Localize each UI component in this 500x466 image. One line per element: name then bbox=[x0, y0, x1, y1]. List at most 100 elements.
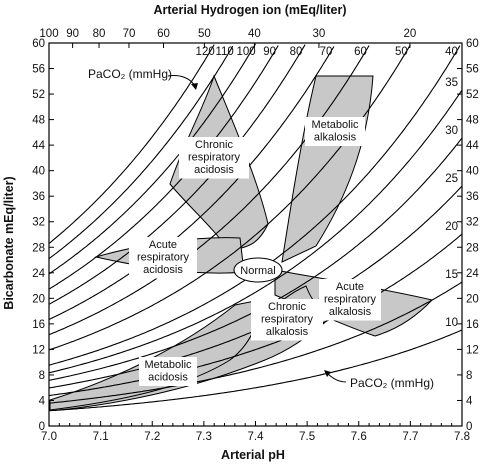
h-tick-label: 80 bbox=[93, 28, 106, 40]
x-tick-label: 7.7 bbox=[402, 431, 418, 443]
y-tick-label: 24 bbox=[32, 268, 45, 280]
region-label-box bbox=[251, 299, 323, 341]
region-label-acute-resp-acidosis: acidosis bbox=[143, 264, 183, 276]
h-tick-label: 70 bbox=[123, 28, 136, 40]
region-label-box bbox=[319, 279, 381, 321]
region-labels: ChronicrespiratoryacidosisMetabolicalkal… bbox=[129, 117, 381, 386]
pco2-isobars bbox=[48, 43, 463, 412]
region-label-chronic-resp-acidosis: acidosis bbox=[194, 164, 234, 176]
y-tick-label: 4 bbox=[39, 395, 46, 407]
y-tick-label-right: 56 bbox=[466, 64, 479, 76]
y-tick-label: 16 bbox=[32, 319, 45, 331]
pco2-top-label: 90 bbox=[263, 46, 276, 58]
isobar-pco2-10 bbox=[48, 329, 463, 412]
y-tick-label: 60 bbox=[32, 38, 45, 50]
x-tick-label: 7.6 bbox=[351, 431, 367, 443]
arrowhead-bottom bbox=[324, 370, 331, 377]
isobar-pco2-35 bbox=[48, 89, 463, 374]
region-label-metabolic-acidosis: acidosis bbox=[148, 372, 188, 384]
pco2-top-label: 100 bbox=[236, 46, 255, 58]
isobar-pco2-20 bbox=[48, 233, 463, 397]
y-tick-label: 0 bbox=[39, 421, 45, 433]
isobar-pco2-15 bbox=[48, 281, 463, 404]
h-tick-label: 100 bbox=[39, 28, 58, 40]
isobar-label-bottom: PaCO₂ (mmHg) bbox=[350, 376, 434, 390]
region-label-chronic-resp-alkalosis: alkalosis bbox=[266, 326, 309, 338]
region-label-box bbox=[305, 117, 365, 146]
y-tick-label-right: 44 bbox=[466, 140, 479, 152]
region-label-acute-resp-acidosis: respiratory bbox=[137, 252, 189, 264]
y-tick-label: 20 bbox=[32, 293, 45, 305]
isobar-pco2-90 bbox=[48, 45, 279, 290]
x-tick-label: 7.0 bbox=[41, 431, 57, 443]
pco2-right-label: 25 bbox=[445, 173, 458, 185]
region-label-normal: Normal bbox=[240, 265, 275, 277]
isobar-pco2-100 bbox=[48, 43, 256, 275]
x-axis-title: Arterial pH bbox=[221, 448, 285, 462]
pco2-top-label: 40 bbox=[445, 46, 458, 58]
region-label-metabolic-alkalosis: Metabolic bbox=[311, 119, 359, 131]
region-label-metabolic-alkalosis: alkalosis bbox=[314, 132, 357, 144]
isobar-pco2-120 bbox=[48, 44, 215, 244]
pco2-right-label: 35 bbox=[445, 77, 458, 89]
y-tick-label-right: 40 bbox=[466, 166, 479, 178]
pco2-top-label: 120 bbox=[196, 46, 215, 58]
region-label-chronic-resp-alkalosis: respiratory bbox=[261, 314, 313, 326]
y-tick-label: 56 bbox=[32, 64, 45, 76]
y-tick-label-right: 28 bbox=[466, 242, 479, 254]
y-tick-label-right: 8 bbox=[466, 370, 472, 382]
y-tick-label: 12 bbox=[32, 344, 45, 356]
x-tick-label: 7.2 bbox=[144, 431, 160, 443]
region-label-box bbox=[129, 237, 197, 279]
y-tick-label: 44 bbox=[32, 140, 45, 152]
x-tick-label: 7.3 bbox=[196, 431, 212, 443]
top-axis-title: Arterial Hydrogen ion (mEq/liter) bbox=[153, 3, 346, 17]
isobar-pco2-110 bbox=[48, 45, 234, 260]
h-tick-label: 90 bbox=[66, 28, 79, 40]
x-tick-label: 7.5 bbox=[299, 431, 315, 443]
y-tick-label-right: 52 bbox=[466, 89, 479, 101]
y-tick-label-right: 4 bbox=[466, 395, 473, 407]
x-tick-label: 7.8 bbox=[454, 431, 470, 443]
region-label-acute-resp-alkalosis: alkalosis bbox=[329, 306, 372, 318]
y-tick-label: 32 bbox=[32, 217, 45, 229]
y-tick-label-right: 24 bbox=[466, 268, 479, 280]
region-label-chronic-resp-acidosis: Chronic bbox=[195, 139, 233, 151]
region-label-acute-resp-alkalosis: Acute bbox=[336, 281, 364, 293]
isobar-pco2-70 bbox=[48, 46, 335, 320]
region-label-chronic-resp-acidosis: respiratory bbox=[188, 152, 240, 164]
y-tick-label-right: 0 bbox=[466, 421, 472, 433]
y-tick-label: 40 bbox=[32, 166, 45, 178]
pco2-top-label: 60 bbox=[354, 46, 367, 58]
x-axis-ticks: 7.0 7.1 7.2 7.3 7.4 7.5 7.6 7.7 7.8 bbox=[41, 421, 470, 443]
y-axis-title: Bicarbonate mEq/liter) bbox=[2, 176, 16, 309]
h-tick-label: 40 bbox=[248, 28, 261, 40]
h-tick-label: 20 bbox=[403, 28, 416, 40]
pco2-right-label: 15 bbox=[445, 269, 458, 281]
pco2-top-label: 70 bbox=[320, 46, 333, 58]
region-label-box bbox=[179, 137, 249, 179]
pco2-right-label: 10 bbox=[445, 317, 458, 329]
pco2-labels: 120 110 100 90 80 70 60 50 40 35 30 25 20 15 10 bbox=[196, 46, 458, 329]
y-tick-label-right: 48 bbox=[466, 115, 479, 127]
isobar-label-top: PaCO₂ (mmHg) bbox=[88, 67, 172, 81]
isobar-label-top-arrow bbox=[167, 75, 196, 87]
region-label-acute-resp-acidosis: Acute bbox=[149, 239, 177, 251]
y-tick-label-right: 36 bbox=[466, 191, 479, 203]
y-tick-label-right: 32 bbox=[466, 217, 479, 229]
y-tick-label: 48 bbox=[32, 115, 45, 127]
pco2-right-label: 20 bbox=[445, 221, 458, 233]
y-tick-label-right: 20 bbox=[466, 293, 479, 305]
y-tick-label: 52 bbox=[32, 89, 45, 101]
h-tick-label: 50 bbox=[198, 28, 211, 40]
normal-ellipse bbox=[233, 257, 283, 283]
region-label-box bbox=[139, 357, 197, 386]
h-tick-label: 60 bbox=[157, 28, 170, 40]
top-axis-ticks: 100 90 80 70 60 50 40 30 20 bbox=[39, 28, 416, 48]
region-metabolic-alkalosis bbox=[281, 75, 374, 263]
y-tick-label-right: 16 bbox=[466, 319, 479, 331]
pco2-top-label: 80 bbox=[290, 46, 303, 58]
arrowhead-top bbox=[191, 83, 198, 90]
